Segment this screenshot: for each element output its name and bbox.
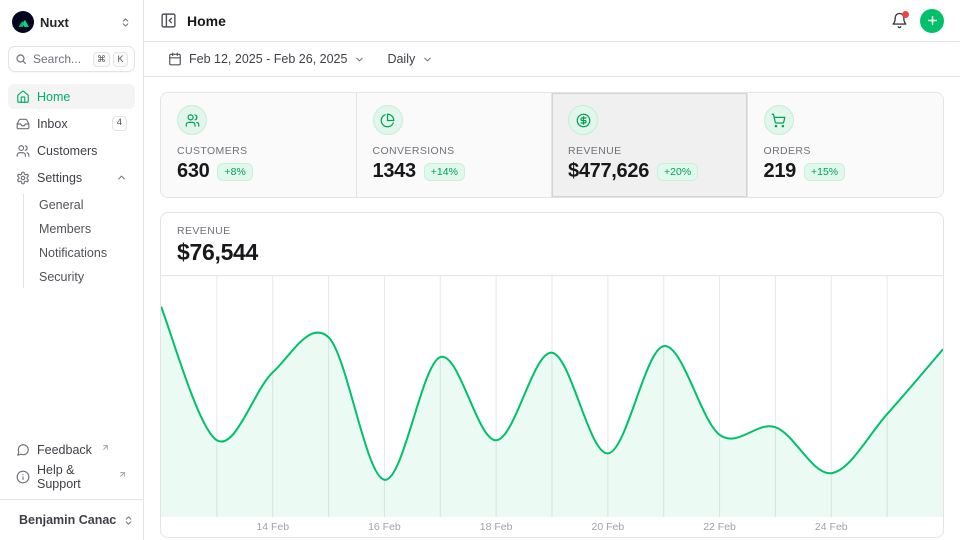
sidebar-item-label: Customers bbox=[37, 144, 97, 158]
sidebar-item-home[interactable]: Home bbox=[8, 84, 135, 109]
sidebar-item-members[interactable]: Members bbox=[35, 218, 135, 240]
x-axis-label: 24 Feb bbox=[815, 521, 848, 533]
search-input[interactable]: Search... ⌘ K bbox=[8, 46, 135, 72]
x-axis: 14 Feb 16 Feb 18 Feb 20 Feb 22 Feb 24 Feb bbox=[161, 517, 943, 537]
gear-icon bbox=[16, 171, 30, 185]
stat-value: 630 bbox=[177, 160, 209, 183]
calendar-icon bbox=[168, 52, 182, 66]
sidebar-item-security[interactable]: Security bbox=[35, 266, 135, 288]
settings-subnav: General Members Notifications Security bbox=[23, 194, 135, 288]
stat-value: 1343 bbox=[373, 160, 416, 183]
house-icon bbox=[16, 90, 30, 104]
date-range-picker[interactable]: Feb 12, 2025 - Feb 26, 2025 bbox=[160, 47, 373, 71]
revenue-area-chart[interactable] bbox=[161, 276, 943, 517]
panel-left-close-icon[interactable] bbox=[160, 12, 177, 29]
sidebar-item-settings[interactable]: Settings bbox=[8, 165, 135, 190]
arrow-up-right-icon bbox=[118, 470, 127, 479]
search-placeholder: Search... bbox=[33, 52, 81, 66]
granularity-select[interactable]: Daily bbox=[379, 47, 441, 71]
users-icon bbox=[16, 144, 30, 158]
x-axis-label: 22 Feb bbox=[703, 521, 736, 533]
granularity-label: Daily bbox=[387, 52, 415, 66]
stat-value: 219 bbox=[764, 160, 796, 183]
sidebar-item-notifications[interactable]: Notifications bbox=[35, 242, 135, 264]
chevron-down-icon bbox=[422, 54, 433, 65]
info-icon bbox=[16, 470, 30, 484]
sidebar-item-label: Feedback bbox=[37, 443, 92, 457]
nuxt-logo-icon bbox=[12, 11, 34, 33]
chevron-up-icon bbox=[116, 172, 127, 183]
stat-card-customers[interactable]: CUSTOMERS 630 +8% bbox=[161, 93, 357, 197]
notifications-button[interactable] bbox=[891, 12, 908, 29]
page-title: Home bbox=[187, 13, 226, 29]
stats-row: CUSTOMERS 630 +8% CONVERSIONS 1343 +14% bbox=[160, 92, 944, 198]
app-window: Nuxt Search... ⌘ K Home bbox=[0, 0, 960, 540]
stat-delta-badge: +15% bbox=[804, 163, 845, 181]
workspace-name: Nuxt bbox=[40, 15, 69, 30]
stat-card-conversions[interactable]: CONVERSIONS 1343 +14% bbox=[357, 93, 553, 197]
chart-header: REVENUE $76,544 bbox=[161, 213, 943, 276]
sidebar-item-label: Home bbox=[37, 90, 70, 104]
sidebar-item-general[interactable]: General bbox=[35, 194, 135, 216]
workspace-switcher[interactable]: Nuxt bbox=[8, 8, 135, 36]
sidebar-item-label: Settings bbox=[37, 171, 82, 185]
add-button[interactable] bbox=[920, 9, 944, 33]
inbox-icon bbox=[16, 117, 30, 131]
x-axis-label: 14 Feb bbox=[256, 521, 289, 533]
stat-label: CONVERSIONS bbox=[373, 145, 536, 157]
stat-delta-badge: +8% bbox=[217, 163, 252, 181]
date-range-label: Feb 12, 2025 - Feb 26, 2025 bbox=[189, 52, 347, 66]
revenue-chart-svg bbox=[161, 276, 943, 517]
sidebar-item-customers[interactable]: Customers bbox=[8, 138, 135, 163]
sidebar-item-help-support[interactable]: Help & Support bbox=[8, 464, 135, 489]
message-circle-icon bbox=[16, 443, 30, 457]
kbd-meta: ⌘ bbox=[93, 52, 110, 67]
search-icon bbox=[15, 53, 27, 65]
x-axis-label: 18 Feb bbox=[480, 521, 513, 533]
shopping-cart-icon bbox=[764, 105, 794, 135]
stat-label: REVENUE bbox=[568, 145, 731, 157]
sidebar-item-inbox[interactable]: Inbox 4 bbox=[8, 111, 135, 136]
sidebar-item-feedback[interactable]: Feedback bbox=[8, 437, 135, 462]
divider bbox=[0, 499, 143, 500]
kbd-k: K bbox=[113, 52, 128, 67]
sidebar-nav: Home Inbox 4 Customers Settings bbox=[8, 84, 135, 290]
circle-dollar-sign-icon bbox=[568, 105, 598, 135]
users-icon bbox=[177, 105, 207, 135]
chart-title: REVENUE bbox=[177, 225, 927, 237]
stat-delta-badge: +14% bbox=[424, 163, 465, 181]
content: CUSTOMERS 630 +8% CONVERSIONS 1343 +14% bbox=[144, 77, 960, 540]
user-name: Benjamin Canac bbox=[19, 513, 116, 527]
arrow-up-right-icon bbox=[101, 443, 110, 452]
user-menu[interactable]: Benjamin Canac bbox=[8, 508, 135, 532]
sidebar-item-label: Inbox bbox=[37, 117, 68, 131]
stat-value: $477,626 bbox=[568, 160, 649, 183]
chevrons-up-down-icon bbox=[123, 515, 134, 526]
stat-label: ORDERS bbox=[764, 145, 928, 157]
x-axis-label: 16 Feb bbox=[368, 521, 401, 533]
chevrons-up-down-icon bbox=[120, 17, 131, 28]
stat-card-orders[interactable]: ORDERS 219 +15% bbox=[748, 93, 944, 197]
stat-label: CUSTOMERS bbox=[177, 145, 340, 157]
main-panel: Home Feb 12, 2025 - Feb 26, 2025 bbox=[144, 0, 960, 540]
stat-delta-badge: +20% bbox=[657, 163, 698, 181]
sidebar: Nuxt Search... ⌘ K Home bbox=[0, 0, 144, 540]
filter-toolbar: Feb 12, 2025 - Feb 26, 2025 Daily bbox=[144, 42, 960, 77]
inbox-count-badge: 4 bbox=[112, 116, 127, 130]
x-axis-label: 20 Feb bbox=[591, 521, 624, 533]
notification-dot bbox=[902, 11, 909, 18]
sidebar-item-label: Help & Support bbox=[37, 463, 109, 491]
plus-icon bbox=[926, 14, 939, 27]
revenue-chart-card: REVENUE $76,544 14 Feb 16 Feb 18 Feb 20 Feb… bbox=[160, 212, 944, 538]
sidebar-footer: Feedback Help & Support Benjamin bbox=[8, 437, 135, 532]
chevron-down-icon bbox=[354, 54, 365, 65]
chart-pie-icon bbox=[373, 105, 403, 135]
header: Home bbox=[144, 0, 960, 42]
chart-current-value: $76,544 bbox=[177, 239, 927, 266]
stat-card-revenue[interactable]: REVENUE $477,626 +20% bbox=[552, 93, 748, 197]
